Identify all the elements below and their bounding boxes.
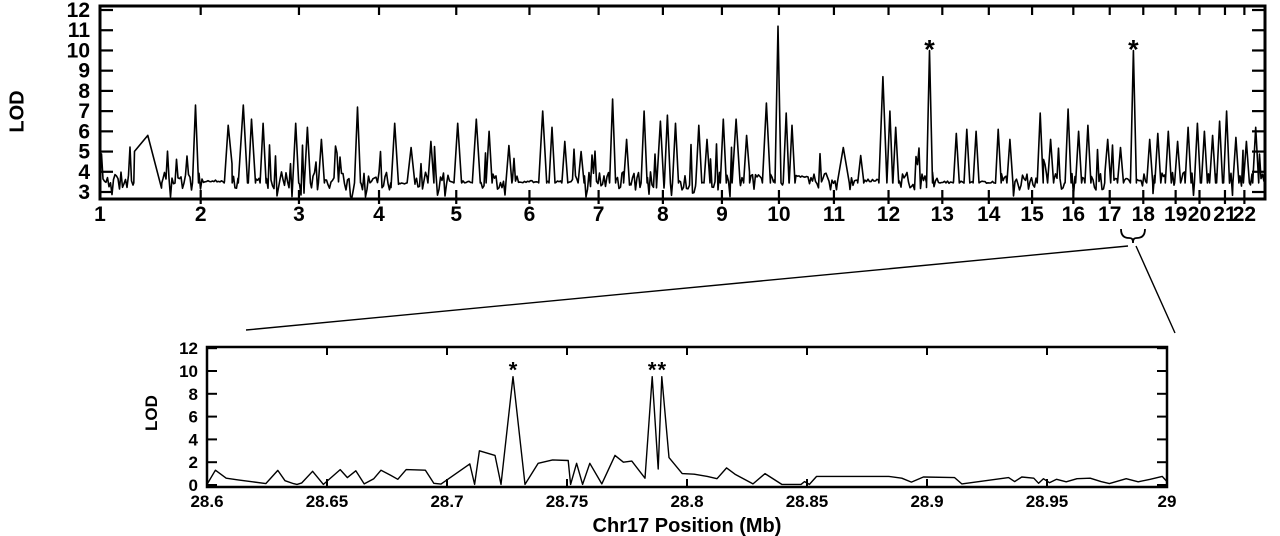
y-tick-label: 10 [179,362,198,381]
x-tick-label: 28.65 [306,492,349,511]
chromosome-label: 6 [524,203,536,226]
x-tick-label: 28.75 [546,492,589,511]
y-tick-label: 7 [78,100,90,123]
significance-asterisk: * [924,34,935,64]
chromosome-label: 20 [1188,203,1211,226]
y-tick-label: 2 [189,453,198,472]
zoom-connector-left [245,245,1129,331]
chromosome-label: 16 [1062,203,1085,226]
x-tick-label: 28.8 [670,492,703,511]
x-tick-label: 28.9 [910,492,943,511]
chromosome-label: 2 [195,203,207,226]
chromosome-label: 8 [657,203,669,226]
chromosome-label: 5 [450,203,462,226]
y-tick-label: 8 [189,385,198,404]
chromosome-label: 3 [293,203,305,226]
y-tick-label: 8 [78,80,90,103]
y-tick-label: 6 [78,120,90,143]
lod-curve [206,376,1168,486]
x-tick-label: 28.85 [786,492,829,511]
chromosome-label: 9 [716,203,728,226]
significance-asterisk: * [648,358,657,383]
zoom-connector-right [1135,245,1176,334]
y-tick-label: 0 [189,476,198,495]
bottom-plot-frame [205,345,1169,489]
chromosome-label: 11 [823,203,846,226]
top-plot-frame [98,4,1267,201]
x-tick-label: 29 [1158,492,1177,511]
y-tick-label: 11 [68,19,91,42]
y-tick-label: 5 [78,141,90,164]
y-tick-label: 6 [189,408,198,427]
y-tick-label: 3 [78,181,90,204]
significance-asterisk: * [1128,34,1139,64]
chromosome-label: 10 [767,203,790,226]
chromosome-label: 4 [373,203,385,226]
lod-curve [99,25,1265,198]
chromosome-label: 13 [931,203,954,226]
y-tick-label: 4 [189,430,199,449]
y-tick-label: 9 [78,60,90,83]
chromosome-label: 12 [877,203,900,226]
x-tick-label: 28.6 [190,492,223,511]
y-tick-label: 4 [78,161,90,184]
y-tick-label: 12 [179,339,198,358]
zoom-bracket [1120,228,1146,244]
significance-asterisk: * [509,358,518,383]
chr17-zoom-chart: 0 2 4 6 8 10 12 28.6 28.65 28.7 28.75 28.8 28.85 28.9… [179,339,1176,511]
chromosome-label: 1 [94,203,106,226]
y-tick-label: 12 [67,0,90,22]
top-chart-y-axis-title: LOD [6,90,29,133]
chromosome-label: 15 [1020,203,1044,226]
chromosome-label: 14 [977,203,1001,226]
bottom-chart-x-axis-title: Chr17 Position (Mb) [592,515,782,536]
chromosome-label: 18 [1132,203,1156,226]
x-tick-label: 28.7 [430,492,463,511]
chromosome-label: 17 [1098,203,1121,226]
chromosome-label: 19 [1164,203,1187,226]
significance-asterisk: * [658,358,667,383]
bottom-chart-y-axis-title: LOD [142,395,161,431]
zoom-indicator [245,228,1176,334]
chromosome-label: 22 [1233,203,1256,226]
x-tick-label: 28.95 [1026,492,1069,511]
chromosome-label: 21 [1213,203,1237,226]
y-tick-label: 10 [67,39,90,62]
chromosome-label: 7 [593,203,605,226]
